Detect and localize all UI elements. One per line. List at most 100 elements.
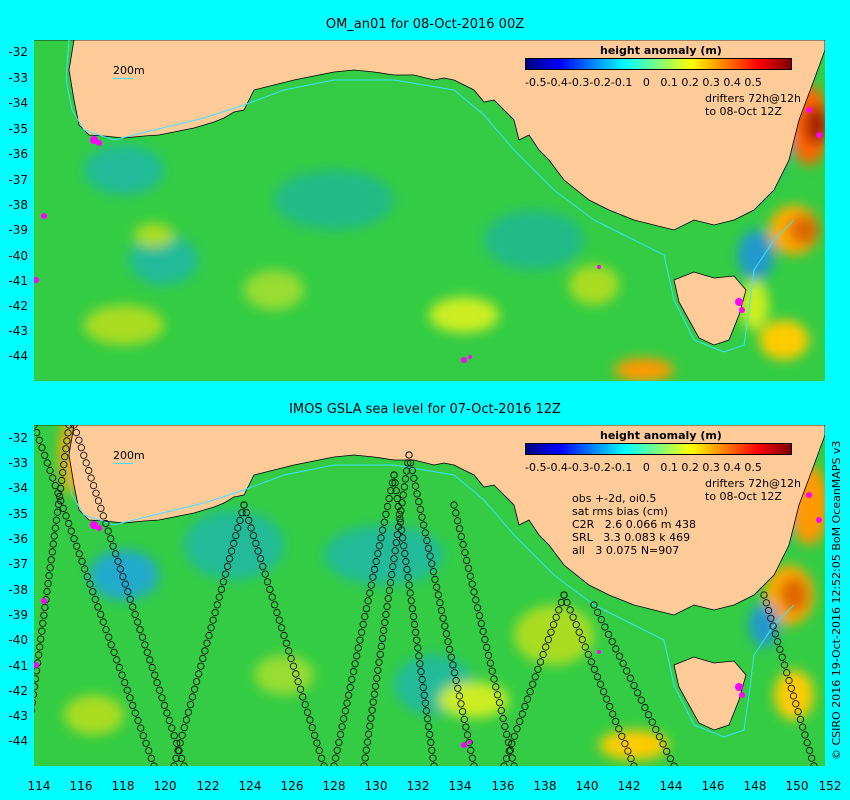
track-observation <box>299 693 307 701</box>
track-observation <box>199 654 207 663</box>
track-observation <box>450 501 458 509</box>
track-observation <box>335 738 343 746</box>
track-observation <box>34 675 40 683</box>
track-observation <box>387 487 395 495</box>
track-observation <box>275 616 283 624</box>
track-observation <box>426 552 434 560</box>
track-observation <box>377 642 385 650</box>
track-observation <box>470 588 478 596</box>
track-observation <box>308 723 316 732</box>
track-observation <box>608 638 616 646</box>
track-observation <box>375 542 383 550</box>
track-observation <box>34 699 36 706</box>
track-observation <box>431 575 439 583</box>
track-observation <box>404 459 412 467</box>
track-observation <box>398 534 407 542</box>
track-observation <box>526 688 534 696</box>
track-observation <box>51 524 59 532</box>
track-observation <box>39 619 47 627</box>
track-observation <box>173 739 181 747</box>
lat-tick: -37 <box>8 557 28 571</box>
track-observation <box>115 663 123 672</box>
map-panel-bottom <box>34 425 825 766</box>
track-observation <box>388 571 396 579</box>
track-observation <box>343 699 351 707</box>
track-observation <box>427 738 435 746</box>
track-observation <box>633 689 642 697</box>
track-observation <box>503 730 511 738</box>
track-observation <box>34 429 41 437</box>
drifter-tracks <box>34 107 822 363</box>
lon-tick: 116 <box>69 779 93 793</box>
track-observation <box>428 560 436 568</box>
track-observation <box>428 746 436 754</box>
track-observation <box>238 509 246 517</box>
track-observation <box>82 459 90 467</box>
track-observation <box>612 717 620 725</box>
track-observation <box>116 565 125 573</box>
track-observation <box>256 555 265 563</box>
track-observation <box>452 509 460 517</box>
track-observation <box>803 739 811 747</box>
track-observation <box>287 654 295 663</box>
track-observation <box>207 624 215 632</box>
track-observation <box>780 661 789 669</box>
track-observation <box>301 700 309 709</box>
panel-title-bottom: IMOS GSLA sea level for 07-Oct-2016 12Z <box>289 402 561 417</box>
track-observation <box>99 512 107 520</box>
track-observation <box>247 524 255 532</box>
track-observation <box>405 451 413 459</box>
satellite-tracks <box>34 425 818 766</box>
track-observation <box>280 631 288 640</box>
track-observation <box>578 636 586 644</box>
track-observation <box>462 723 470 731</box>
track-observation <box>354 644 362 652</box>
track-observation <box>282 639 290 647</box>
lat-tick: -34 <box>8 481 28 495</box>
track-observation <box>49 474 57 482</box>
lat-tick: -41 <box>8 274 28 288</box>
track-observation <box>423 536 431 545</box>
track-observation <box>112 550 120 558</box>
track-observation <box>145 747 153 755</box>
track-observation <box>356 636 364 644</box>
track-observation <box>386 579 395 587</box>
track-observation <box>429 754 437 762</box>
track-observation <box>493 691 502 699</box>
track-observation <box>129 603 137 611</box>
track-observation <box>40 611 48 619</box>
track-observation <box>89 588 97 596</box>
track-observation <box>466 572 474 580</box>
track-observation <box>205 631 213 640</box>
track-observation <box>72 428 81 437</box>
track-observation <box>557 598 566 606</box>
track-observation <box>367 581 375 589</box>
lat-tick: -44 <box>8 734 28 748</box>
track-observation <box>357 628 366 636</box>
track-observation <box>94 603 102 611</box>
track-observation <box>455 692 463 700</box>
track-observation <box>418 513 426 521</box>
track-observation <box>285 647 293 655</box>
track-observation <box>138 633 147 641</box>
track-observation <box>137 724 145 732</box>
track-observation <box>110 648 118 656</box>
land-tasmania <box>673 656 747 731</box>
track-observation <box>626 674 635 682</box>
track-observation <box>505 747 513 755</box>
lat-tick: -33 <box>8 71 28 85</box>
track-observation <box>468 754 476 762</box>
track-observation <box>349 668 358 676</box>
track-observation <box>416 505 424 514</box>
lon-tick: 124 <box>238 779 262 793</box>
lat-tick: -39 <box>8 223 28 237</box>
track-observation <box>463 731 472 739</box>
track-observation <box>604 630 613 638</box>
track-observation <box>273 608 281 617</box>
track-observation <box>798 723 807 731</box>
track-observation <box>121 580 129 588</box>
lon-tick: 120 <box>153 779 177 793</box>
track-observation <box>254 547 262 555</box>
track-observation <box>450 669 459 677</box>
lat-tick: -42 <box>8 299 28 313</box>
